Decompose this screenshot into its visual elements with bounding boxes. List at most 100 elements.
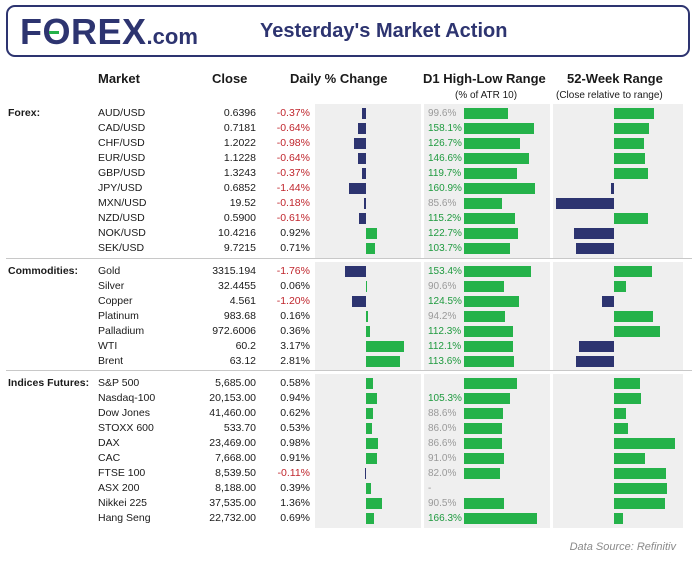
d1-range-value: 88.6%	[428, 408, 457, 419]
close-value: 983.68	[223, 310, 256, 322]
market-name: Nasdaq-100	[98, 392, 156, 404]
d1-range-value: 90.5%	[428, 498, 457, 509]
week52-bar	[614, 138, 644, 149]
market-name: AUD/USD	[98, 107, 146, 119]
close-value: 5,685.00	[215, 377, 256, 389]
daily-change-value: 0.92%	[280, 227, 310, 239]
daily-change-bar	[366, 243, 375, 254]
daily-change-value: 0.16%	[280, 310, 310, 322]
d1-range-bar	[464, 243, 510, 254]
d1-range-value: 86.0%	[428, 423, 457, 434]
col-subheader-52-week: (Close relative to range)	[556, 90, 663, 101]
daily-change-bar	[354, 138, 366, 149]
daily-change-value: 0.69%	[280, 512, 310, 524]
daily-change-value: -1.76%	[276, 265, 310, 277]
daily-change-value: 0.39%	[280, 482, 310, 494]
daily-change-bar	[366, 453, 377, 464]
week52-bar	[614, 123, 650, 134]
daily-change-bar	[366, 378, 373, 389]
market-name: SEK/USD	[98, 242, 145, 254]
daily-change-value: -0.64%	[276, 152, 310, 164]
d1-range-bar	[464, 138, 520, 149]
market-name: NZD/USD	[98, 212, 145, 224]
d1-range-bar	[464, 266, 532, 277]
daily-change-value: -0.98%	[276, 137, 310, 149]
d1-range-bar	[464, 468, 501, 479]
daily-change-bar	[366, 393, 378, 404]
week52-bar	[555, 198, 614, 209]
d1-range-value: 91.0%	[428, 453, 457, 464]
d1-range-bar	[464, 453, 505, 464]
week52-bar	[614, 153, 646, 164]
close-value: 8,539.50	[215, 467, 256, 479]
market-name: CHF/USD	[98, 137, 145, 149]
daily-change-bar	[366, 423, 373, 434]
group-separator	[6, 258, 692, 259]
close-value: 0.7181	[223, 122, 256, 134]
d1-range-bar	[464, 326, 514, 337]
market-name: Gold	[98, 265, 121, 277]
close-value: 9.7215	[223, 242, 256, 254]
page-title: Yesterday's Market Action	[260, 20, 508, 42]
week52-bar	[614, 513, 624, 524]
market-name: Brent	[98, 355, 124, 367]
week52-bar	[614, 423, 629, 434]
close-value: 1.3243	[223, 167, 256, 179]
market-name: Dow Jones	[98, 407, 150, 419]
daily-change-bar	[364, 468, 366, 479]
market-name: Silver	[98, 280, 125, 292]
market-name: CAD/USD	[98, 122, 146, 134]
col-header-52-week: 52-Week Range	[567, 71, 663, 86]
close-value: 7,668.00	[215, 452, 256, 464]
d1-range-value: 115.2%	[428, 213, 462, 224]
week52-bar	[614, 498, 665, 509]
d1-range-value: 146.6%	[428, 153, 462, 164]
close-value: 4.561	[229, 295, 256, 307]
daily-change-bar	[366, 408, 374, 419]
d1-range-bar	[464, 183, 535, 194]
week52-bar	[614, 468, 666, 479]
week52-bar	[578, 341, 614, 352]
market-name: Palladium	[98, 325, 145, 337]
daily-change-value: 1.36%	[280, 497, 310, 509]
close-value: 1.2022	[223, 137, 256, 149]
market-name: S&P 500	[98, 377, 140, 389]
group-label: Commodities:	[8, 265, 79, 277]
market-name: Hang Seng	[98, 512, 151, 524]
daily-change-bar	[366, 341, 405, 352]
d1-range-bar	[464, 296, 519, 307]
close-value: 20,153.00	[209, 392, 256, 404]
close-value: 37,535.00	[209, 497, 256, 509]
daily-change-value: 3.17%	[280, 340, 310, 352]
daily-change-value: 2.81%	[280, 355, 310, 367]
week52-bar	[614, 393, 642, 404]
daily-change-bar	[366, 356, 400, 367]
close-value: 22,732.00	[209, 512, 256, 524]
d1-range-value: 82.0%	[428, 468, 457, 479]
week52-bar	[614, 213, 648, 224]
week52-bar	[611, 183, 614, 194]
group-label: Forex:	[8, 107, 41, 119]
week52-bar	[614, 311, 653, 322]
d1-range-value: 153.4%	[428, 266, 462, 277]
forex-logo: FOREX.com	[20, 11, 198, 52]
d1-range-bar	[464, 153, 529, 164]
daily-change-bar	[358, 213, 366, 224]
d1-range-bar	[464, 281, 504, 292]
d1-range-value: 113.6%	[428, 356, 462, 367]
week52-bar	[576, 243, 614, 254]
daily-change-bar	[366, 498, 383, 509]
d1-range-bar	[464, 513, 538, 524]
daily-change-bar	[366, 326, 371, 337]
close-value: 0.5900	[223, 212, 256, 224]
d1-range-value: 86.6%	[428, 438, 457, 449]
market-name: FTSE 100	[98, 467, 146, 479]
week52-bar	[614, 453, 646, 464]
d1-range-bar	[464, 123, 534, 134]
daily-change-bar	[348, 183, 366, 194]
close-value: 0.6396	[223, 107, 256, 119]
daily-change-value: 0.06%	[280, 280, 310, 292]
d1-range-bar	[464, 393, 511, 404]
d1-range-value: 158.1%	[428, 123, 462, 134]
market-name: ASX 200	[98, 482, 140, 494]
